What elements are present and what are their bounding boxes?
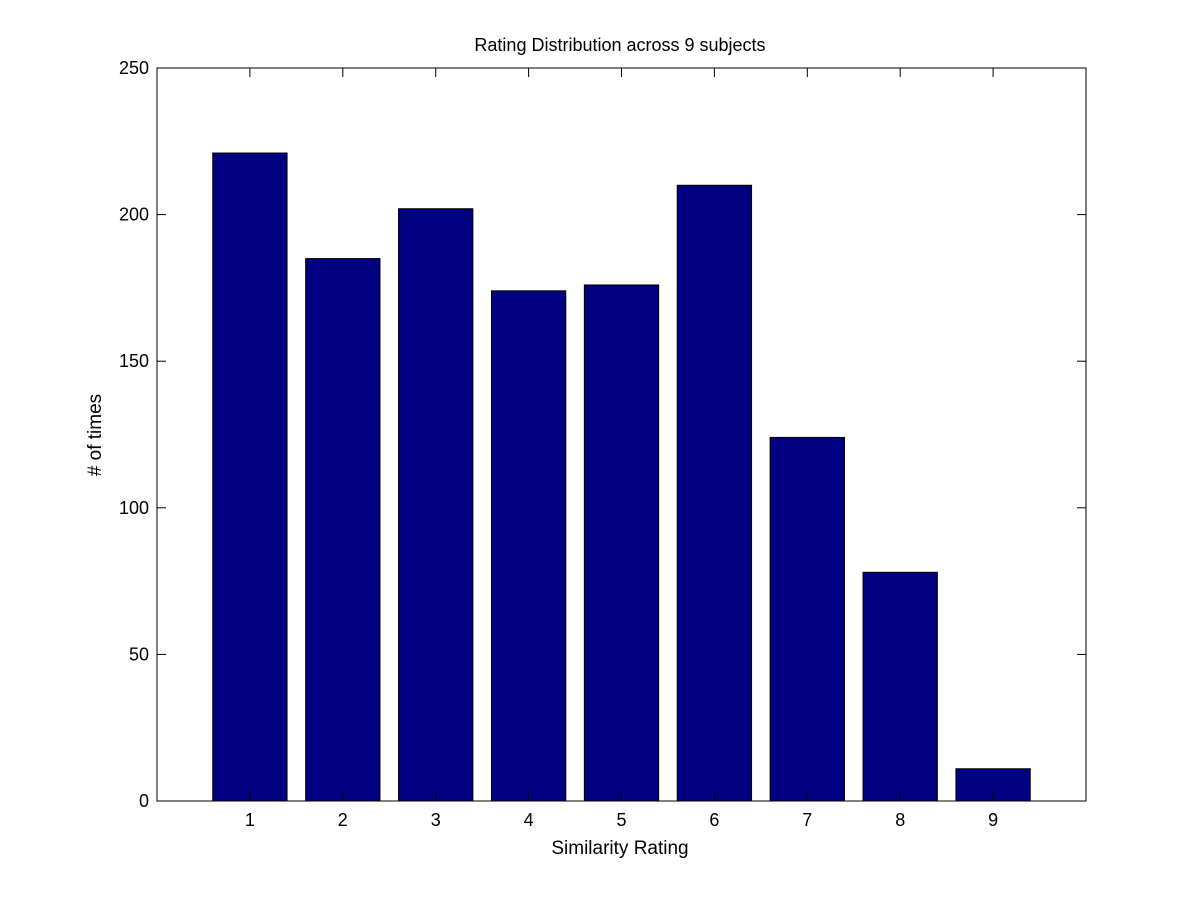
bar-1 [212, 152, 288, 802]
bar-2 [305, 258, 381, 802]
bar-8 [862, 571, 938, 802]
bar-3 [398, 208, 474, 802]
x-tick-label: 9 [988, 810, 998, 830]
bar-6 [676, 184, 753, 802]
bar-4 [490, 290, 567, 802]
x-tick-label: 4 [524, 810, 534, 830]
bar-5 [583, 284, 660, 802]
x-tick-label: 7 [802, 810, 812, 830]
y-tick-label: 150 [119, 351, 149, 371]
x-axis: 1 2 3 4 5 6 7 8 9 [245, 68, 998, 830]
y-tick-label: 0 [139, 791, 149, 811]
x-tick-label: 8 [895, 810, 905, 830]
y-tick-label: 250 [119, 58, 149, 78]
x-tick-label: 3 [431, 810, 441, 830]
x-tick-label: 6 [709, 810, 719, 830]
bar-7 [769, 436, 845, 802]
y-tick-label: 200 [119, 205, 149, 225]
y-tick-label: 50 [129, 644, 149, 664]
x-tick-label: 2 [338, 810, 348, 830]
chart-title: Rating Distribution across 9 subjects [474, 35, 765, 55]
y-axis: 0 50 100 150 200 250 [119, 58, 1086, 811]
plot-area [212, 152, 1031, 802]
x-axis-label: Similarity Rating [551, 838, 688, 859]
y-axis-label: # of times [85, 394, 106, 476]
x-tick-label: 5 [616, 810, 626, 830]
x-tick-label: 1 [245, 810, 255, 830]
y-tick-label: 100 [119, 498, 149, 518]
